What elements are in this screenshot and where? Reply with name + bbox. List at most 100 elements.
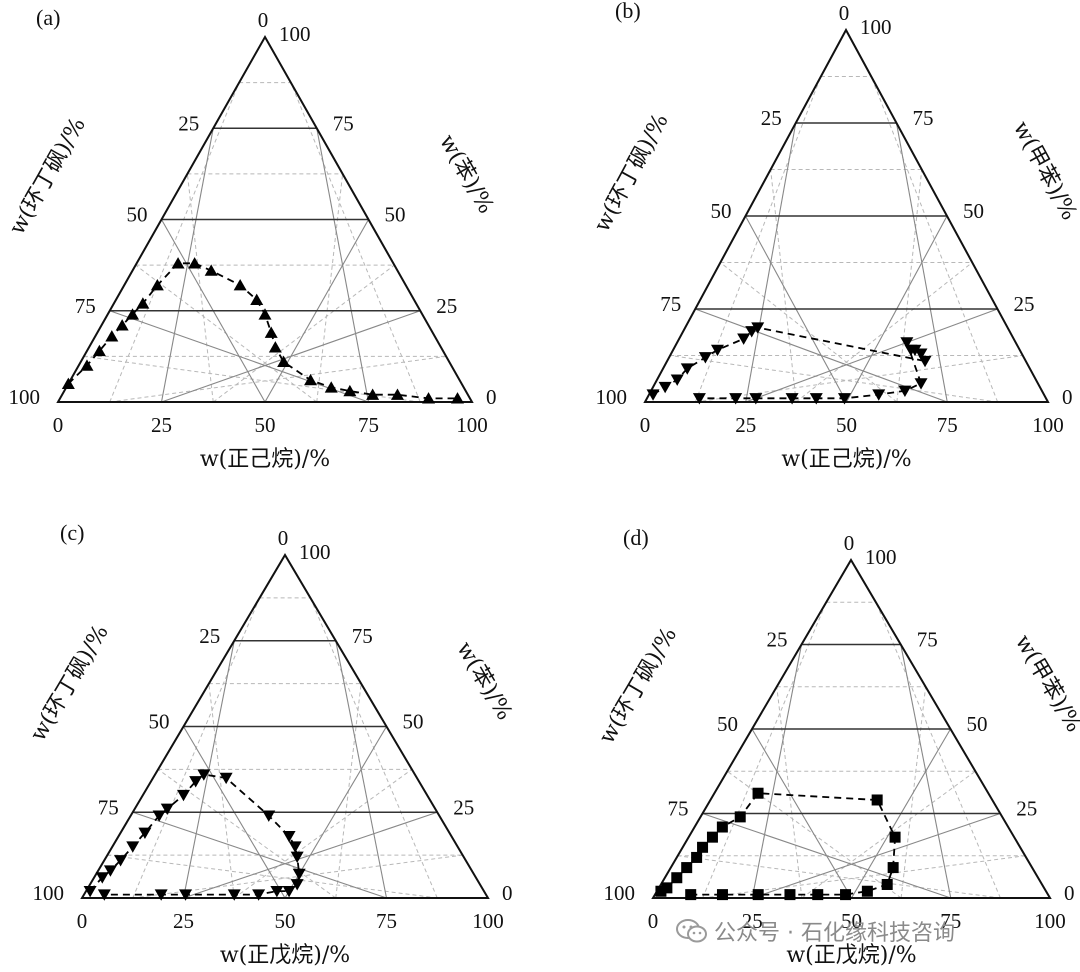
right-tick-label: 75: [352, 624, 373, 648]
data-point: [681, 862, 693, 874]
data-point: [304, 373, 318, 386]
bottom-tick-label: 100: [472, 909, 504, 933]
bottom-tick-label: 50: [841, 909, 862, 933]
bottom-tick-label: 25: [735, 413, 756, 437]
data-point: [914, 378, 928, 390]
data-point: [752, 889, 764, 901]
data-point: [716, 889, 728, 901]
right-tick-label: 25: [1016, 797, 1037, 821]
data-point: [734, 811, 746, 823]
triangle-frame: [651, 558, 1052, 899]
bottom-axis-title: w(正戊烷)/%: [786, 943, 916, 968]
bottom-tick-label: 50: [255, 413, 276, 437]
data-point: [160, 803, 174, 815]
data-point: [277, 355, 291, 368]
right-tick-label: 75: [913, 106, 934, 130]
left-axis-title: w(环丁砜)/%: [26, 621, 114, 746]
data-point: [290, 851, 304, 864]
data-point: [219, 772, 233, 785]
watermark-text: 公众号 · 石化缘科技咨询: [714, 921, 955, 946]
right-tick-label: 0: [1062, 385, 1073, 409]
data-point: [898, 385, 912, 398]
left-tick-label: 25: [761, 106, 782, 130]
data-point: [105, 330, 119, 342]
data-point: [204, 264, 218, 276]
data-point: [698, 352, 712, 364]
binodal-curve: [67, 262, 458, 400]
minor-gridlines: [670, 76, 1023, 403]
bottom-tick-label: 0: [640, 413, 651, 437]
data-point: [264, 326, 278, 338]
data-point: [262, 810, 276, 822]
right-axis-title: w(苯)/%: [434, 131, 498, 218]
bottom-tick-label: 75: [376, 909, 397, 933]
major-gridlines: [702, 644, 1001, 899]
left-tick-label: 75: [660, 292, 681, 316]
left-tick-label: 25: [178, 111, 199, 135]
triangle-frame: [56, 34, 474, 403]
bottom-tick-label: 25: [173, 909, 194, 933]
data-point: [904, 344, 918, 357]
watermark: 公众号 · 石化缘科技咨询: [676, 914, 1066, 948]
data-point: [343, 384, 357, 397]
data-point: [250, 293, 264, 305]
bottom-tick-label: 75: [358, 413, 379, 437]
bottom-tick-label: 0: [77, 909, 88, 933]
right-tick-label: 25: [1014, 292, 1035, 316]
bottom-tick-label: 100: [1034, 909, 1066, 933]
data-point: [83, 885, 97, 898]
left-axis-title: w(环丁砜)/%: [590, 110, 674, 237]
left-tick-label: 100: [33, 881, 65, 905]
data-point: [871, 794, 883, 806]
data-point: [366, 388, 380, 400]
triangle-frame: [80, 553, 490, 899]
data-point: [188, 257, 202, 269]
data-point: [282, 831, 296, 843]
data-point: [692, 393, 706, 405]
left-tick-label: 0: [258, 8, 269, 32]
panel-label: (b): [615, 0, 641, 23]
right-tick-label: 25: [453, 795, 474, 819]
data-point: [680, 363, 694, 375]
data-point: [136, 297, 150, 309]
bottom-tick-label: 25: [742, 909, 763, 933]
data-point: [670, 374, 684, 386]
data-point: [785, 393, 799, 405]
left-tick-label: 50: [711, 199, 732, 223]
data-point: [685, 889, 697, 901]
data-point: [737, 333, 751, 345]
data-point: [710, 344, 724, 357]
right-tick-label: 0: [1064, 881, 1075, 905]
wechat-icon: [676, 919, 707, 943]
bottom-tick-label: 25: [151, 413, 172, 437]
ternary-panel-a: 0 25 50 75 100 0 25 50 75 100 100 75 50 25 0 (a) w(正己烷)/…: [5, 5, 498, 472]
data-point: [812, 889, 824, 901]
data-point: [749, 393, 763, 405]
data-point: [661, 882, 673, 894]
right-tick-label: 50: [967, 712, 988, 736]
data-point: [914, 348, 928, 360]
bottom-tick-label: 75: [940, 909, 961, 933]
data-point: [114, 855, 128, 867]
data-point: [655, 885, 667, 897]
data-point: [887, 862, 899, 874]
data-point: [138, 827, 152, 840]
left-tick-label: 50: [149, 710, 170, 734]
bottom-axis-title: w(正戊烷)/%: [220, 943, 350, 968]
data-point: [837, 393, 851, 405]
data-point: [646, 389, 660, 401]
data-point: [233, 279, 247, 291]
data-point: [840, 889, 852, 901]
left-tick-label: 25: [199, 624, 220, 648]
horizontal-gridlines: [695, 122, 998, 310]
data-point: [268, 341, 282, 353]
triangle-frame: [643, 27, 1050, 403]
binodal-curve: [652, 326, 927, 400]
left-tick-label: 50: [717, 712, 738, 736]
data-point: [126, 841, 140, 853]
left-tick-label: 75: [668, 797, 689, 821]
data-point: [697, 841, 709, 853]
ternary-panel-c: 0 25 50 75 100 0 25 50 75 100 100 75 50 25 0 (c) w(正戊烷)/…: [26, 520, 517, 968]
data-point: [103, 865, 117, 877]
